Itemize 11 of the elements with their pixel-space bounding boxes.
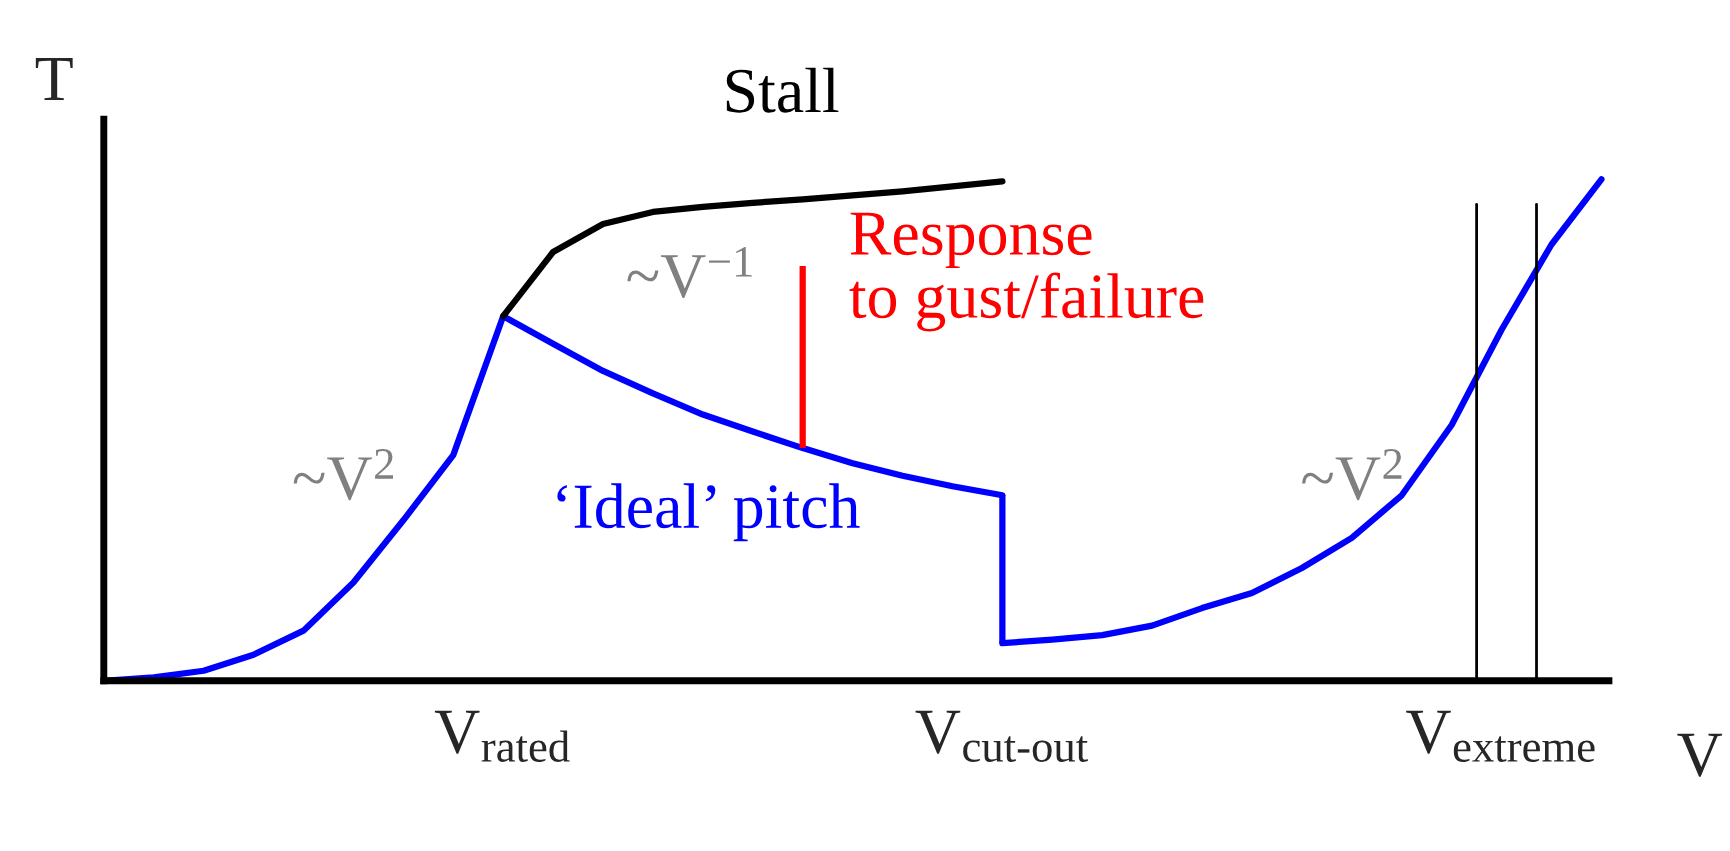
annotation: ~V$^{2}$ [293, 449, 394, 501]
x-axis-title: V [1677, 733, 1723, 777]
text: Stall [726, 67, 839, 113]
x-tick-label: V$_{cut-out}$ [915, 710, 1088, 762]
annotation: ~V$^{−1}$ [627, 246, 752, 298]
x-tick-label: V$_{rated}$ [434, 710, 570, 762]
x-tick-label: V$_{extreme}$ [1406, 710, 1595, 762]
annotation: Response to gust/failure [849, 212, 1204, 332]
y-axis-title: T [35, 58, 73, 100]
annotation: ~V$^{2}$ [1302, 449, 1402, 501]
annotation: ‘Ideal’ pitch [557, 483, 860, 542]
